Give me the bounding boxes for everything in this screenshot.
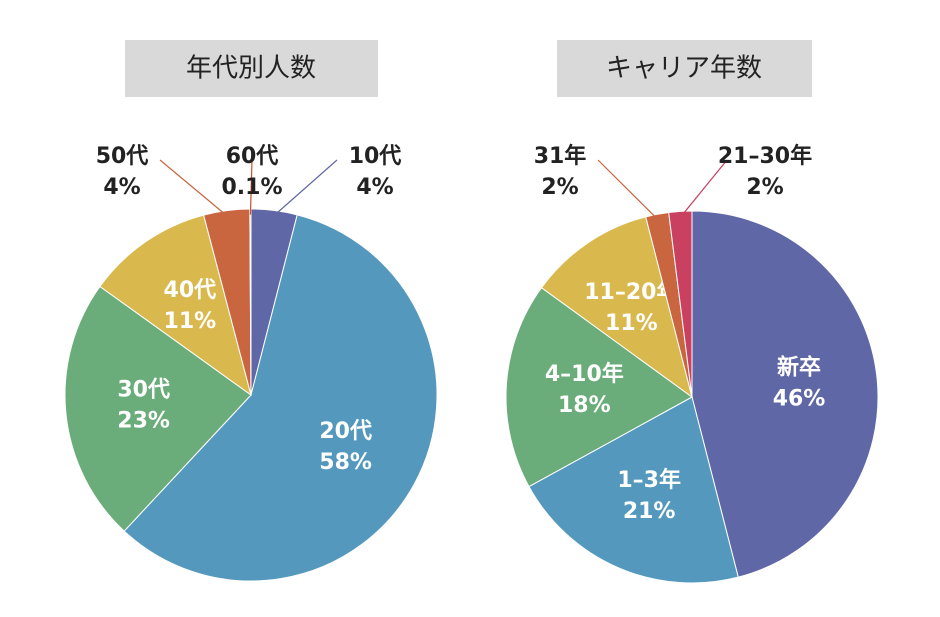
slice-value-label: 18% — [558, 393, 611, 418]
slice-label: 60代 — [226, 144, 279, 169]
leader-line — [249, 159, 253, 215]
leader-line — [597, 159, 659, 221]
title-box — [125, 40, 378, 97]
slice-label: 新卒 — [777, 354, 821, 380]
leader-line — [273, 159, 338, 217]
leader-line — [680, 159, 728, 218]
pie-slice — [64, 285, 252, 532]
slice-value-label: 4% — [103, 175, 140, 200]
slice-value-label: 2% — [746, 175, 783, 200]
slice-label: 21–30年 — [718, 143, 812, 169]
slice-label: 10代 — [349, 144, 402, 169]
slice-value-label: 4% — [356, 175, 393, 200]
slice-value-label: 2% — [541, 175, 578, 200]
slice-label: 1–3年 — [617, 467, 681, 493]
slice-label: 31年 — [534, 143, 587, 169]
slice-label: 50代 — [96, 144, 149, 169]
slice-value-label: 23% — [117, 409, 170, 434]
chart-title: 年代別人数 — [186, 54, 316, 84]
slice-label: 30代 — [117, 378, 170, 403]
slice-value-label: 58% — [319, 450, 372, 475]
slice-value-label: 46% — [773, 386, 826, 411]
slice-value-label: 11% — [605, 311, 658, 336]
pie-slice — [505, 286, 693, 488]
pie-slice — [668, 210, 693, 398]
pie-slice — [528, 396, 739, 584]
slice-value-label: 11% — [164, 309, 217, 334]
chart-title: キャリア年数 — [606, 54, 762, 84]
title-box — [557, 40, 812, 97]
slice-label: 20代 — [319, 419, 372, 444]
slice-value-label: 21% — [623, 499, 676, 524]
pie-slice — [99, 214, 252, 397]
pie-slice — [540, 216, 693, 399]
slice-label: 40代 — [164, 278, 217, 303]
pie-slice — [691, 210, 879, 578]
slice-label: 4–10年 — [545, 361, 624, 387]
leader-line — [159, 159, 228, 217]
slice-value-label: 0.1% — [221, 175, 282, 200]
pie-slice — [123, 214, 438, 582]
